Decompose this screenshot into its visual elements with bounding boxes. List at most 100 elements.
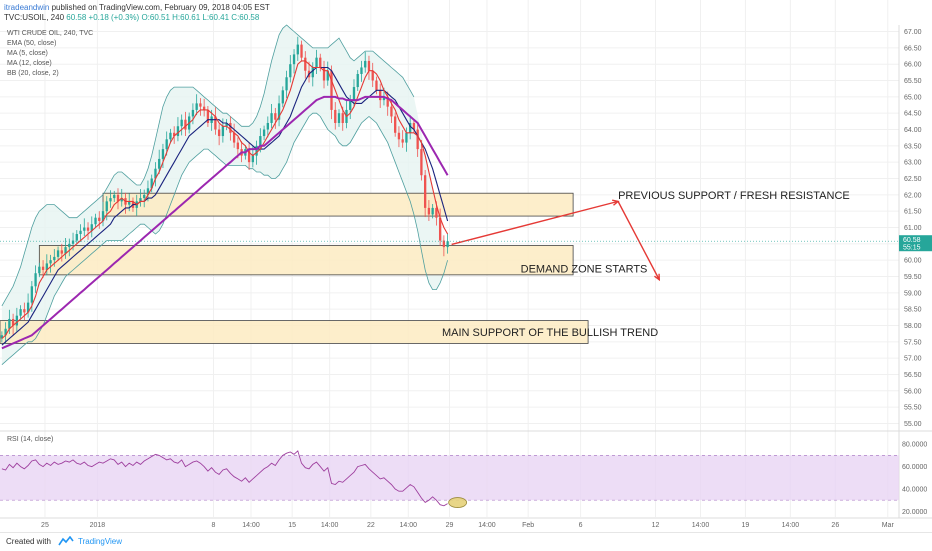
legend-main-series[interactable]: WTI CRUDE OIL, 240, TVC [7,30,94,37]
price-tick-5: 64.50 [904,111,922,118]
candle-body-66 [247,149,251,163]
legend-bb[interactable]: BB (20, close, 2) [7,70,59,77]
tradingview-chart[interactable]: PREVIOUS SUPPORT / FRESH RESISTANCE DEMAN… [0,0,932,532]
candle-body-93 [349,100,352,110]
candle-body-11 [41,266,45,270]
arrow-down [617,201,660,281]
legend-ma5[interactable]: MA (5, close) [7,50,48,57]
price-tick-14: 60.00 [904,258,922,265]
candle-body-3 [11,318,15,326]
candle-body-111 [416,129,419,150]
candle-body-70 [262,129,266,137]
candle-body-44 [165,139,168,150]
candle-body-57 [214,116,217,130]
candle-body-45 [169,132,172,140]
ma5-line [1,60,449,339]
candle-body-94 [352,87,356,101]
candle-body-87 [326,70,329,81]
candle-body-53 [199,103,202,107]
candle-body-76 [285,77,288,91]
price-tick-17: 58.50 [904,307,922,314]
candle-body-30 [113,194,116,199]
price-tick-1: 66.50 [904,45,922,52]
ohlc-value-3: H:60.61 [169,13,201,22]
candle-body-113 [423,175,427,208]
publish-info: itradeandwin published on TradingView.co… [4,3,270,12]
rsi-pane [0,450,899,508]
candle-body-81 [304,57,307,71]
ohlc-value-0: 60.58 [66,13,87,22]
moving-averages [1,60,449,350]
candle-body-17 [64,247,67,254]
candle-body-48 [180,119,183,127]
ma12-line [1,66,449,346]
price-tick-24: 55.00 [904,421,922,428]
price-tick-4: 65.00 [904,94,922,101]
price-axis[interactable]: 67.00 66.50 66.00 65.50 65.00 64.50 64.00 63.50… [0,29,932,428]
candle-body-29 [109,198,112,202]
candle-body-22 [83,227,86,231]
candle-body-83 [311,67,314,78]
candle-body-16 [60,250,63,254]
time-axis[interactable]: 25 2018 8 14:00 15 14:00 22 14:00 29 14:00 Feb 6 12 1… [41,522,894,529]
candle-body-97 [364,60,367,68]
candle-body-68 [255,145,258,156]
candle-body-24 [90,224,93,231]
candle-body-49 [184,119,187,130]
rsi-line [1,450,448,507]
candle-body-118 [442,240,446,248]
candle-body-67 [251,155,255,163]
legend-rsi[interactable]: RSI (14, close) [7,436,54,443]
legend-ma12[interactable]: MA (12, close) [7,60,52,67]
candle-body-80 [300,44,303,58]
candle-body-0 [0,335,4,339]
author-link[interactable]: itradeandwin [4,3,50,12]
price-tick-18: 58.00 [904,323,922,330]
candle-body-31 [116,194,120,202]
candle-body-47 [176,126,180,137]
price-tick-9: 62.50 [904,176,922,183]
candle-body-9 [34,273,37,287]
zone-label-2: MAIN SUPPORT OF THE BULLISH TREND [442,327,658,339]
time-tick-11: 6 [579,522,583,529]
bb-lower-line [1,112,448,365]
price-tick-0: 67.00 [904,29,922,36]
time-tick-0: 25 [41,522,49,529]
candle-body-46 [173,132,176,137]
ohlc-line: TVC:USOIL, 240 60.58 +0.18 (+0.3%) O:60.… [4,13,259,22]
candle-body-108 [405,132,408,143]
price-tick-22: 56.00 [904,388,922,395]
legend-ema50[interactable]: EMA (50, close) [7,40,57,47]
candle-body-100 [375,80,378,91]
candle-body-61 [229,122,232,133]
candle-body-114 [427,207,431,215]
candle-body-1 [4,328,7,336]
candle-body-117 [438,217,442,241]
candle-body-79 [296,44,299,55]
candle-body-105 [394,116,397,133]
candle-body-69 [259,136,262,146]
candle-body-112 [420,149,423,176]
candle-body-32 [120,198,123,202]
price-tick-8: 63.00 [904,160,922,167]
bb-upper-line [1,24,415,307]
candle-body-43 [161,149,165,159]
candle-body-103 [386,96,389,107]
tradingview-brand[interactable]: TradingView [78,537,123,546]
rsi-tick-2: 40.0000 [902,487,927,494]
ohlc-value-4: L:60.41 [200,13,230,22]
candle-body-10 [38,266,41,274]
candle-body-23 [86,227,90,231]
candle-body-13 [49,260,52,264]
price-tick-3: 65.50 [904,78,922,85]
rsi-axis[interactable]: 80.0000 60.0000 40.0000 20.0000 [902,442,927,516]
created-with-text: Created with [6,537,51,546]
ema50-line [1,95,449,350]
candle-body-15 [56,250,60,257]
ohlc-value-2: O:60.51 [139,13,170,22]
candle-body-20 [75,234,78,241]
price-tick-19: 57.50 [904,339,922,346]
candle-body-106 [397,132,401,140]
price-tick-10: 62.00 [904,192,922,199]
zone-label-0: PREVIOUS SUPPORT / FRESH RESISTANCE [618,190,850,202]
